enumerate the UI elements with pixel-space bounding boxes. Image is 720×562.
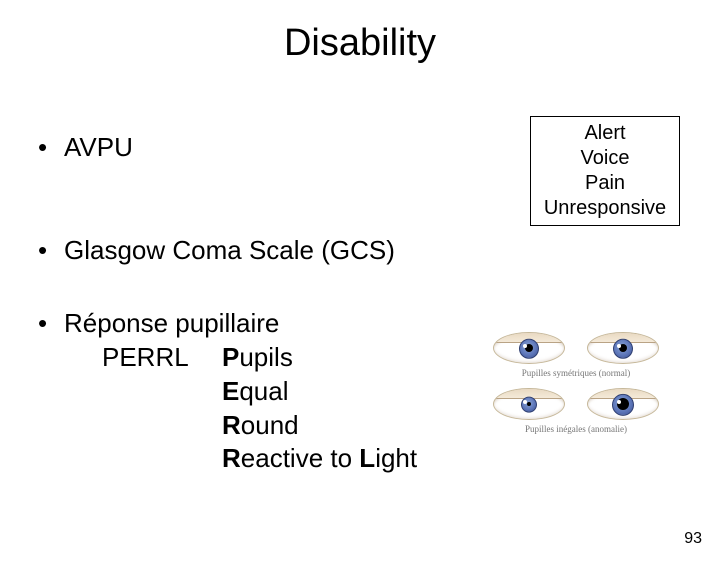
eye-right-large <box>587 388 659 420</box>
avpu-unresponsive: Unresponsive <box>535 196 675 221</box>
perrl-r1: Round <box>222 409 299 443</box>
eye-left-normal <box>493 332 565 364</box>
perrl-p: Pupils <box>222 341 293 375</box>
eye-diagram: Pupilles symétriques (normal) Pupilles i… <box>466 332 686 444</box>
bullet-gcs-text: Glasgow Coma Scale (GCS) <box>64 235 395 266</box>
eye-pair-normal <box>466 332 686 364</box>
caption-normal: Pupilles symétriques (normal) <box>466 368 686 378</box>
bullet-pupil-text: Réponse pupillaire <box>64 308 279 339</box>
avpu-voice: Voice <box>535 146 675 171</box>
caption-abnormal: Pupilles inégales (anomalie) <box>466 424 686 434</box>
bullet-gcs: • Glasgow Coma Scale (GCS) <box>38 235 678 266</box>
eye-right-normal <box>587 332 659 364</box>
avpu-pain: Pain <box>535 171 675 196</box>
avpu-alert: Alert <box>535 121 675 146</box>
perrl-acronym: PERRL <box>102 341 222 375</box>
perrl-e: Equal <box>222 375 289 409</box>
eye-left-small <box>493 388 565 420</box>
bullet-mark: • <box>38 235 64 266</box>
avpu-box: Alert Voice Pain Unresponsive <box>530 116 680 226</box>
perrl-r2: Reactive to Light <box>222 442 417 476</box>
slide-title: Disability <box>0 22 720 65</box>
bullet-mark: • <box>38 132 64 163</box>
page-number: 93 <box>684 530 702 548</box>
eye-pair-abnormal <box>466 388 686 420</box>
bullet-mark: • <box>38 308 64 339</box>
bullet-avpu-text: AVPU <box>64 132 133 163</box>
